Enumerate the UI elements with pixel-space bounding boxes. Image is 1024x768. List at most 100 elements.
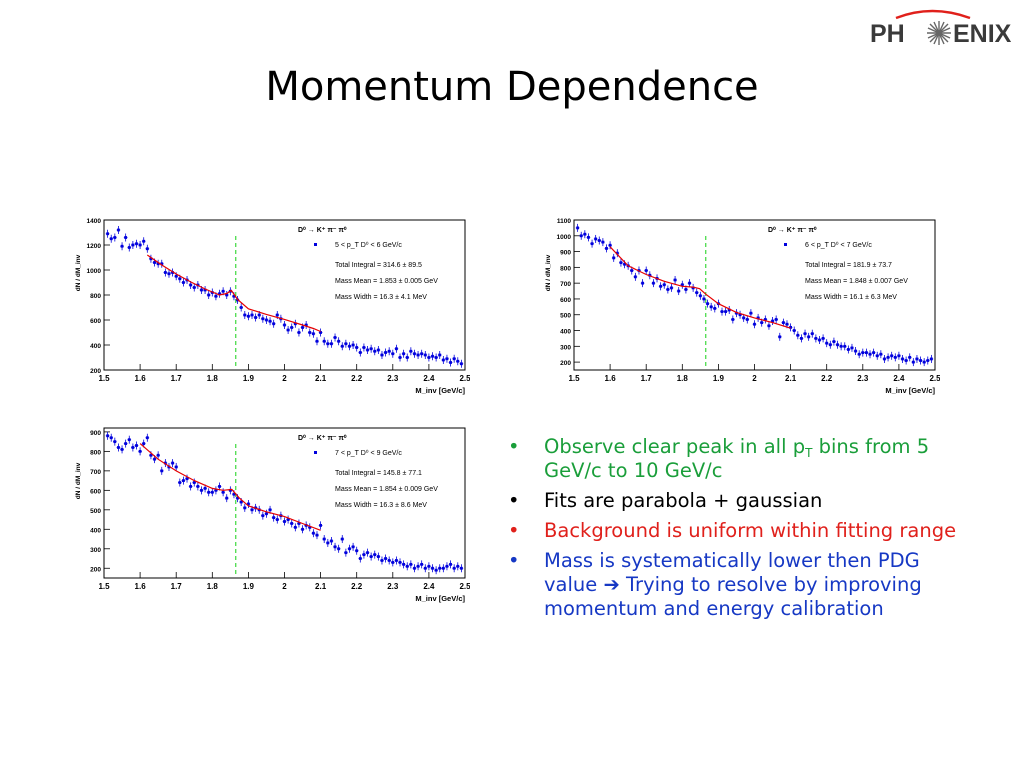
data-point	[358, 351, 362, 354]
x-tick-label: 1.6	[605, 374, 617, 383]
y-tick-label: 900	[560, 250, 571, 257]
data-point	[301, 326, 304, 329]
data-point	[308, 331, 312, 334]
data-point	[117, 446, 120, 449]
data-point	[330, 539, 333, 543]
y-tick-label: 800	[90, 293, 101, 300]
data-point	[861, 351, 865, 355]
data-point	[120, 244, 124, 248]
data-point	[124, 442, 128, 445]
data-point	[792, 329, 796, 332]
chart-svg: 1.5 1.6 1.7 1.8 1.9 2 2.1 2.2 2.3 2.4 2.5 200 300 400…	[75, 427, 470, 603]
legend-decay: D⁰ → K⁺ π⁻ π⁰	[298, 434, 347, 442]
data-point	[225, 496, 229, 500]
data-point	[612, 256, 616, 260]
data-point	[207, 490, 211, 494]
data-point	[373, 553, 377, 557]
data-point	[800, 337, 803, 340]
data-point	[459, 566, 463, 570]
data-point	[319, 331, 322, 334]
plot-pt-6-7: 1.5 1.6 1.7 1.8 1.9 2 2.1 2.2 2.3 2.4 2.5 200 300 400…	[540, 214, 940, 396]
legend-bin: 7 < p_T D⁰ < 9 GeV/c	[335, 449, 402, 457]
bullet-item: • Background is uniform within fitting r…	[505, 519, 975, 543]
data-point	[275, 313, 279, 317]
data-point	[109, 436, 113, 440]
data-point	[163, 461, 167, 465]
data-point	[308, 525, 312, 529]
data-point	[135, 444, 138, 447]
data-point	[156, 262, 160, 266]
data-point	[106, 434, 110, 438]
data-point	[351, 343, 355, 347]
data-point	[178, 277, 182, 281]
data-point	[423, 566, 427, 570]
data-point	[109, 237, 113, 241]
data-point	[355, 346, 359, 349]
data-point	[416, 353, 420, 357]
data-point	[456, 564, 460, 568]
data-point	[218, 292, 221, 296]
data-point	[738, 313, 742, 317]
data-point	[883, 357, 886, 361]
data-point	[919, 359, 922, 362]
data-point	[452, 566, 456, 570]
data-point	[434, 356, 438, 359]
data-point	[265, 512, 268, 516]
x-tick-label: 1.9	[713, 374, 725, 383]
y-tick-label: 1100	[557, 218, 571, 225]
data-point	[745, 318, 749, 321]
legend-stat: Mass Width = 16.3 ± 4.1 MeV	[335, 294, 427, 301]
data-point	[153, 261, 156, 264]
data-point	[290, 522, 294, 525]
data-point	[113, 236, 117, 239]
x-tick-label: 1.9	[243, 374, 255, 383]
data-point	[886, 355, 890, 359]
data-point	[145, 247, 149, 251]
data-point	[441, 566, 445, 570]
data-point	[268, 319, 272, 323]
data-point	[322, 537, 326, 541]
data-point	[771, 319, 774, 323]
x-axis-label: M_inv [GeV/c]	[885, 386, 935, 395]
y-tick-label: 500	[560, 313, 571, 320]
data-point	[405, 356, 409, 359]
data-point	[265, 318, 268, 322]
x-tick-label: 1.6	[135, 374, 147, 383]
plot-frame	[103, 427, 466, 579]
y-tick-label: 600	[90, 488, 101, 495]
data-point	[633, 275, 637, 279]
data-point	[441, 358, 445, 362]
y-tick-label: 1000	[87, 268, 102, 275]
y-tick-label: 300	[90, 547, 101, 554]
data-point	[760, 321, 764, 325]
x-tick-label: 1.6	[135, 582, 147, 591]
data-point	[340, 537, 344, 541]
data-point	[720, 310, 724, 313]
legend-stat: Mass Mean = 1.853 ± 0.005 GeV	[335, 278, 438, 285]
data-point	[228, 488, 232, 492]
data-point	[445, 564, 449, 568]
data-point	[153, 457, 156, 461]
data-point	[846, 348, 850, 351]
data-point	[239, 306, 243, 309]
data-point	[691, 286, 695, 290]
y-tick-label: 900	[90, 430, 101, 437]
data-point	[449, 562, 452, 566]
data-point	[319, 524, 322, 527]
legend-marker	[784, 243, 787, 246]
data-point	[413, 352, 416, 356]
data-point	[384, 557, 387, 560]
fit-curve	[139, 443, 321, 531]
data-point	[200, 488, 203, 492]
legend-stat: Mass Mean = 1.854 ± 0.009 GeV	[335, 486, 438, 493]
data-point	[688, 281, 691, 285]
legend-stat: Total Integral = 314.6 ± 89.5	[335, 262, 422, 269]
data-point	[659, 284, 663, 288]
bullet-item: • Observe clear peak in all pT bins from…	[505, 435, 975, 483]
data-point	[304, 323, 308, 327]
data-point	[156, 453, 160, 457]
data-point	[630, 269, 634, 272]
data-point	[911, 360, 915, 364]
data-point	[135, 242, 138, 246]
bullet-dot: •	[508, 549, 520, 572]
